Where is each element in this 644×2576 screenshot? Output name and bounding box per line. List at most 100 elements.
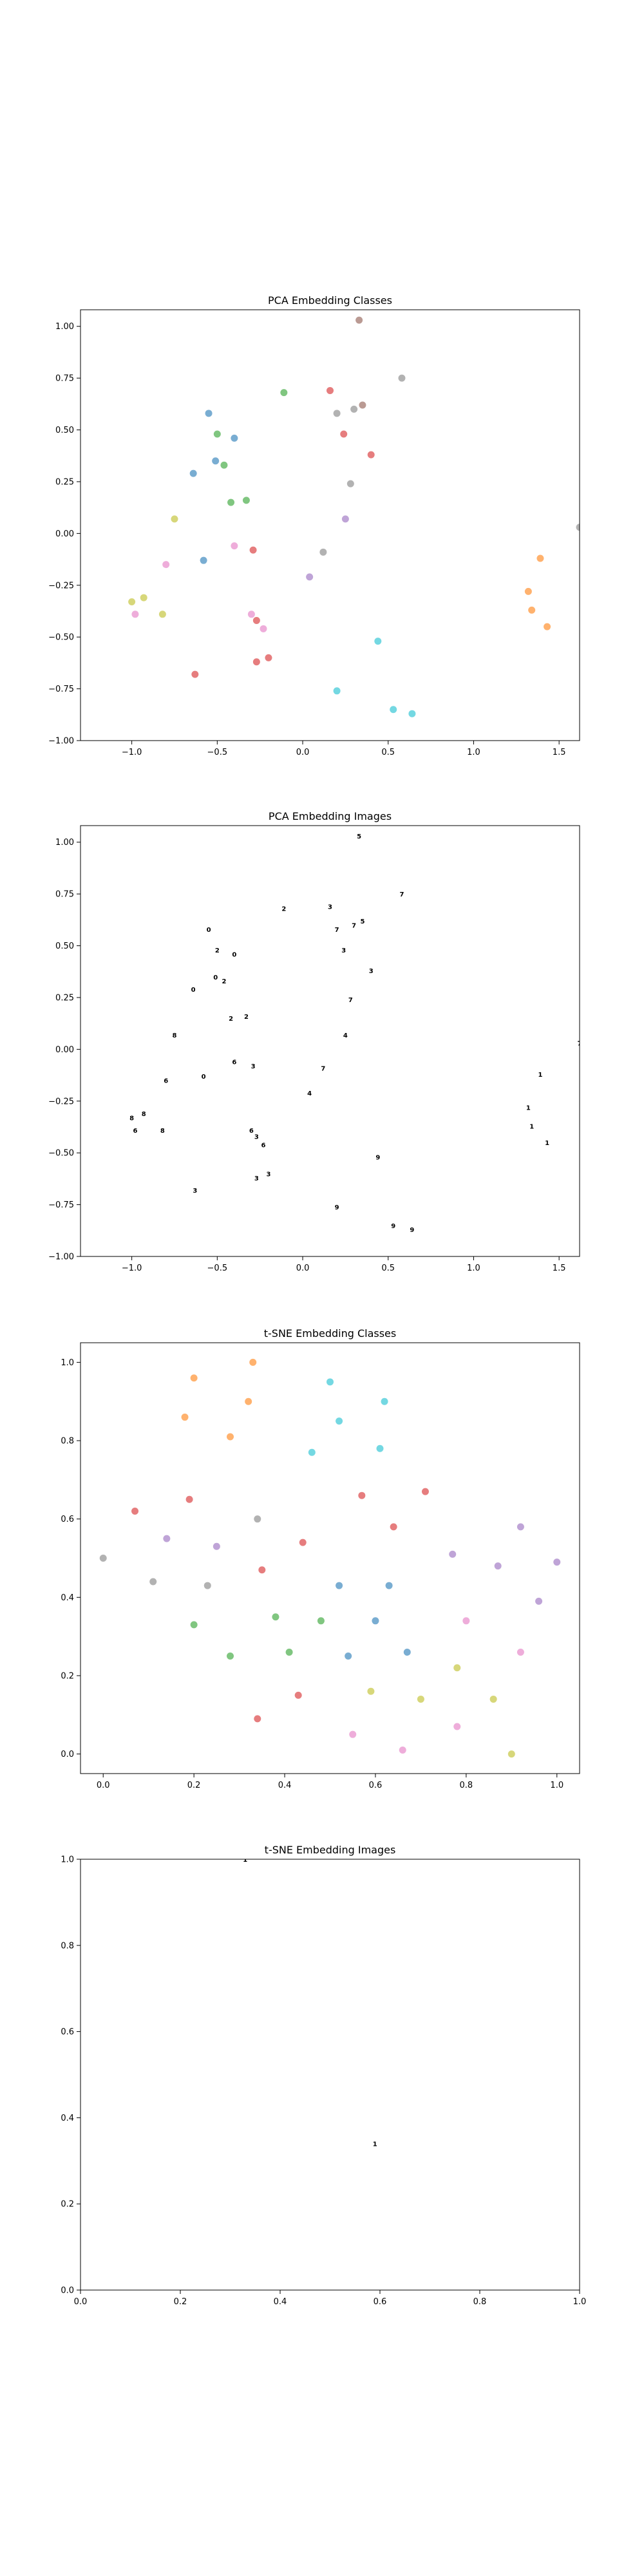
data-point-24: 5 xyxy=(357,833,361,840)
y-tick-label: −0.25 xyxy=(48,1097,74,1106)
data-point-27 xyxy=(231,542,238,550)
data-point-28: 6 xyxy=(249,1128,254,1135)
data-point-41 xyxy=(516,1648,524,1656)
data-point-28 xyxy=(204,1582,211,1589)
x-tick-label: −0.5 xyxy=(207,1264,228,1273)
y-tick-label: 0.4 xyxy=(61,1593,74,1603)
data-point-7: 1 xyxy=(529,1123,534,1130)
data-point-45 xyxy=(367,1687,375,1695)
x-tick-label: 0.0 xyxy=(74,2297,88,2307)
data-point-1 xyxy=(231,434,238,442)
y-tick-label: 0.75 xyxy=(55,890,74,900)
data-point-44: 9 xyxy=(335,1204,339,1211)
data-point-46 xyxy=(417,1695,424,1703)
data-point-7 xyxy=(381,1397,388,1405)
data-point-23 xyxy=(341,515,349,523)
data-point-28 xyxy=(247,611,255,618)
y-tick-label: 0.8 xyxy=(61,1941,74,1951)
data-point-26: 6 xyxy=(164,1078,168,1085)
data-point-9 xyxy=(280,389,288,397)
data-point-14: 3 xyxy=(328,904,332,911)
data-point-6: 1 xyxy=(526,1104,531,1112)
data-point-36 xyxy=(272,1613,279,1621)
chart-title: t-SNE Embedding Images xyxy=(265,1844,396,1856)
chart-panel-1: −1.0 −0.5 0.0 0.5 1.0 1.5 −1.00 −0.75 −0.50 −0.25… xyxy=(48,294,580,757)
data-point-29 xyxy=(260,625,267,632)
data-point-30 xyxy=(336,1582,343,1589)
data-point-32 xyxy=(350,405,358,413)
data-point-1: 0 xyxy=(232,951,236,958)
data-point-11 xyxy=(220,461,228,469)
data-point-0 xyxy=(190,1374,198,1382)
y-tick-label: 0.00 xyxy=(55,529,74,539)
y-tick-label: 0.4 xyxy=(61,2114,74,2123)
data-point-39: 8 xyxy=(142,1111,146,1118)
data-point-40: 8 xyxy=(160,1128,165,1135)
y-tick-label: 1.0 xyxy=(61,1855,74,1865)
data-point-19: 3 xyxy=(254,1175,259,1182)
data-point-13 xyxy=(242,497,250,504)
data-point-39 xyxy=(140,594,147,601)
data-point-1 xyxy=(249,1358,257,1366)
data-point-9 xyxy=(376,1444,384,1452)
data-point-42: 9 xyxy=(391,1223,395,1230)
data-point-31 xyxy=(333,410,341,417)
axes-frame xyxy=(80,1342,580,1774)
data-point-4 xyxy=(227,1433,234,1441)
data-point-39 xyxy=(285,1648,293,1656)
y-tick-label: 0.0 xyxy=(61,1750,74,1759)
y-tick-label: −1.00 xyxy=(48,1253,74,1262)
data-point-25 xyxy=(359,401,366,409)
data-point-35 xyxy=(319,548,327,556)
data-point-5 xyxy=(536,554,544,562)
data-point-12: 2 xyxy=(229,1016,233,1023)
data-point-0: 1 xyxy=(243,1857,247,1864)
data-point-19 xyxy=(252,658,260,666)
data-point-32 xyxy=(372,1617,379,1625)
data-point-1: 1 xyxy=(373,2141,377,2148)
data-point-22 xyxy=(449,1550,457,1558)
data-point-21 xyxy=(516,1523,524,1531)
data-point-6 xyxy=(336,1417,343,1425)
data-point-26 xyxy=(162,561,170,569)
data-point-27: 6 xyxy=(232,1059,236,1066)
data-point-48 xyxy=(489,1695,497,1703)
data-point-4: 0 xyxy=(202,1074,206,1081)
data-point-43: 9 xyxy=(410,1227,414,1234)
data-point-26 xyxy=(99,1555,107,1562)
data-point-37 xyxy=(317,1617,325,1625)
data-point-31: 7 xyxy=(335,927,339,934)
data-point-22 xyxy=(306,573,314,581)
data-point-15 xyxy=(340,430,348,438)
y-tick-label: 0.6 xyxy=(61,1515,74,1524)
data-point-4 xyxy=(200,556,207,564)
data-point-8: 1 xyxy=(545,1140,549,1147)
data-point-41: 9 xyxy=(375,1155,380,1162)
y-tick-label: −0.50 xyxy=(48,1149,74,1159)
data-point-21 xyxy=(191,670,199,678)
data-point-49 xyxy=(507,1750,515,1758)
axes-frame xyxy=(80,309,580,741)
data-point-15: 3 xyxy=(341,947,346,954)
x-tick-label: 0.5 xyxy=(381,1264,395,1273)
data-point-25: 5 xyxy=(360,918,365,925)
data-point-20: 3 xyxy=(266,1171,270,1178)
x-tick-label: 0.0 xyxy=(97,1781,110,1790)
data-point-16 xyxy=(367,451,375,459)
y-tick-label: 0.2 xyxy=(61,2200,74,2210)
data-point-23 xyxy=(494,1562,502,1570)
chart-panel-3: 0.0 0.2 0.4 0.6 0.8 1.0 0.0 0.2 0.4 0.6 0.8 1.0 t-SN… xyxy=(61,1327,580,1790)
data-point-16 xyxy=(258,1566,266,1574)
y-tick-label: 0.50 xyxy=(55,942,74,951)
data-point-34: 7 xyxy=(348,997,353,1004)
y-tick-label: 0.6 xyxy=(61,2027,74,2037)
x-tick-label: 0.4 xyxy=(274,2297,287,2307)
x-tick-label: 1.0 xyxy=(573,2297,587,2307)
data-point-13: 2 xyxy=(244,1014,249,1021)
data-point-44 xyxy=(333,687,341,695)
data-point-2 xyxy=(181,1414,189,1421)
x-tick-label: −0.5 xyxy=(207,748,228,757)
data-point-22: 4 xyxy=(307,1090,312,1097)
x-tick-label: 1.0 xyxy=(550,1781,564,1790)
